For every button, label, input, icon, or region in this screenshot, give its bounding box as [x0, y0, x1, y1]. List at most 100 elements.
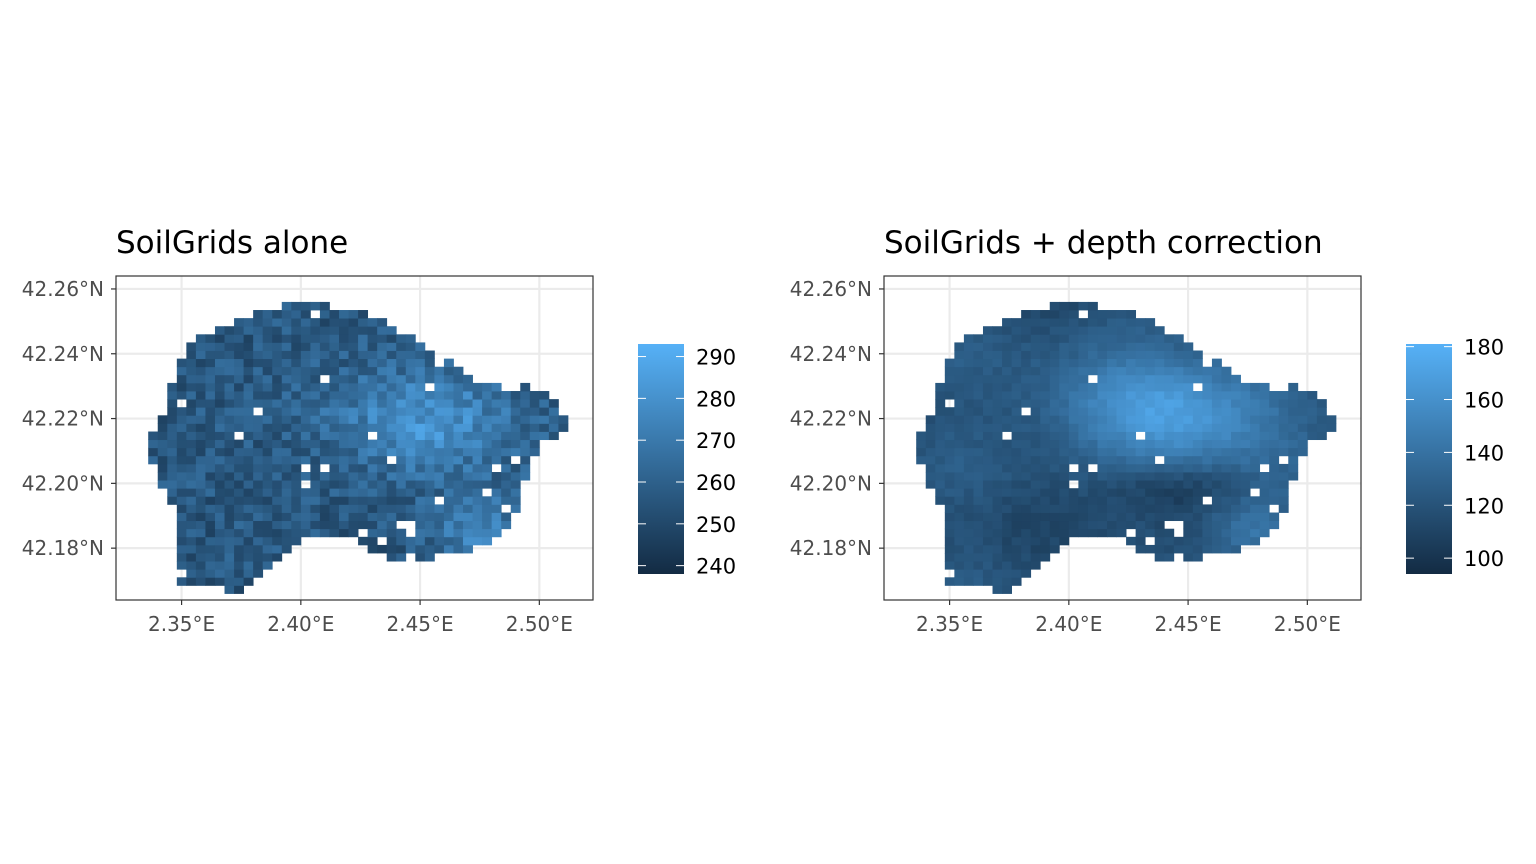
raster-cell: [1211, 447, 1222, 457]
raster-cell: [1030, 528, 1041, 538]
raster-cell: [1059, 350, 1070, 360]
raster-cell: [1107, 431, 1117, 441]
raster-cell: [253, 569, 264, 578]
raster-cell: [1116, 415, 1127, 424]
raster-cell: [214, 350, 225, 360]
raster-cell: [1154, 447, 1165, 457]
raster-cell: [157, 455, 168, 465]
raster-cell: [1192, 480, 1203, 489]
raster-cell: [1011, 366, 1022, 376]
raster-cell: [1192, 455, 1203, 465]
raster-cell: [963, 553, 974, 562]
raster-cell: [1078, 342, 1089, 351]
raster-cell: [405, 342, 416, 351]
raster-cell: [510, 480, 521, 489]
raster-cell: [424, 504, 435, 513]
raster-cell: [1021, 374, 1032, 384]
raster-cell: [1145, 423, 1156, 432]
raster-cell: [329, 350, 340, 360]
raster-cell: [935, 382, 946, 392]
raster-cell: [510, 488, 521, 497]
raster-cell: [954, 553, 965, 562]
raster-cell: [973, 520, 984, 530]
raster-cell: [1202, 399, 1213, 408]
raster-cell: [1211, 439, 1222, 449]
raster-cell: [234, 455, 244, 465]
raster-cell: [205, 455, 216, 465]
raster-cell: [982, 382, 993, 392]
raster-cell: [1126, 455, 1137, 465]
raster-cell: [1154, 342, 1165, 351]
raster-cell: [510, 447, 521, 457]
raster-cell: [424, 520, 435, 530]
raster-cell: [234, 439, 244, 449]
raster-cell: [935, 415, 946, 424]
raster-cell: [262, 447, 273, 457]
raster-cell: [443, 431, 454, 441]
raster-cell: [501, 431, 512, 441]
raster-cell: [424, 480, 435, 489]
raster-cell: [319, 455, 330, 465]
raster-cell: [1259, 391, 1270, 400]
raster-cell: [925, 423, 936, 432]
raster-cell: [1078, 512, 1089, 522]
raster-cell: [396, 415, 407, 424]
raster-cell: [272, 382, 283, 392]
raster-cell: [1297, 423, 1308, 432]
raster-cell: [1135, 512, 1146, 522]
raster-cell: [310, 488, 321, 497]
raster-cell: [424, 423, 435, 432]
raster-cell: [367, 520, 378, 530]
raster-cell: [1021, 528, 1032, 538]
raster-cell: [243, 407, 254, 416]
raster-cell: [1173, 382, 1184, 392]
raster-cell: [501, 488, 512, 497]
raster-cell: [1297, 447, 1308, 457]
raster-cell: [329, 439, 340, 449]
raster-cell: [1097, 472, 1108, 481]
raster-cell: [491, 439, 502, 449]
raster-cell: [1011, 318, 1022, 327]
raster-cell: [253, 334, 264, 343]
raster-cell: [443, 423, 454, 432]
raster-cell: [1278, 472, 1289, 481]
raster-cell: [405, 374, 416, 384]
raster-cell: [1154, 423, 1165, 432]
raster-cell: [167, 423, 178, 432]
raster-cell: [300, 512, 311, 522]
raster-cell: [157, 439, 168, 449]
raster-cell: [1002, 391, 1012, 400]
raster-cell: [1097, 439, 1108, 449]
raster-cell: [291, 488, 302, 497]
raster-cell: [1154, 358, 1165, 368]
colorbar-tick-label: 100: [1464, 547, 1504, 571]
raster-cell: [1135, 391, 1146, 400]
raster-cell: [1097, 455, 1108, 465]
raster-cell: [472, 504, 483, 513]
raster-cell: [358, 455, 369, 465]
raster-cell: [214, 528, 225, 538]
raster-cell: [463, 407, 473, 416]
raster-cell: [415, 423, 426, 432]
raster-cell: [944, 374, 955, 384]
raster-cell: [482, 447, 493, 457]
raster-cell: [434, 391, 445, 400]
raster-cell: [291, 318, 302, 327]
raster-cell: [1183, 455, 1194, 465]
raster-cell: [272, 463, 283, 473]
raster-cell: [272, 512, 283, 522]
raster-cell: [1240, 407, 1251, 416]
raster-cell: [1173, 504, 1184, 513]
raster-cell: [367, 358, 378, 368]
raster-cell: [1087, 480, 1098, 489]
raster-cell: [1059, 423, 1070, 432]
raster-cell: [424, 455, 435, 465]
raster-cell: [443, 504, 454, 513]
raster-cell: [1240, 496, 1251, 505]
raster-cell: [1021, 439, 1032, 449]
raster-cell: [1164, 431, 1175, 441]
raster-cell: [982, 407, 993, 416]
raster-cell: [1231, 423, 1241, 432]
raster-cell: [1097, 399, 1108, 408]
raster-cell: [377, 463, 388, 473]
